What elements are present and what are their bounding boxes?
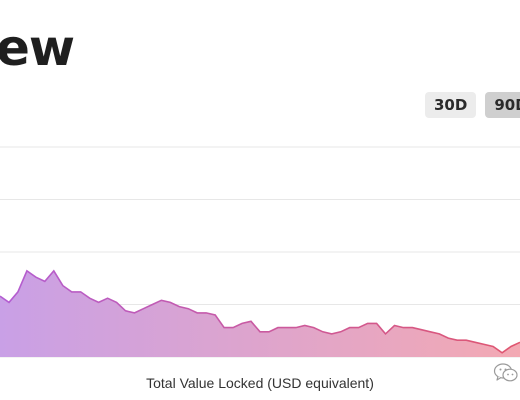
range-tab-90d[interactable]: 90D [485, 92, 520, 118]
range-tab-30d[interactable]: 30D [425, 92, 477, 118]
range-tabs: 30D 90D [425, 92, 520, 118]
page-title: ew [0, 19, 75, 77]
wechat-icon [493, 363, 518, 382]
tvl-area-fill [0, 270, 520, 357]
chart-caption: Total Value Locked (USD equivalent) [146, 375, 374, 391]
tvl-line [0, 269, 520, 354]
